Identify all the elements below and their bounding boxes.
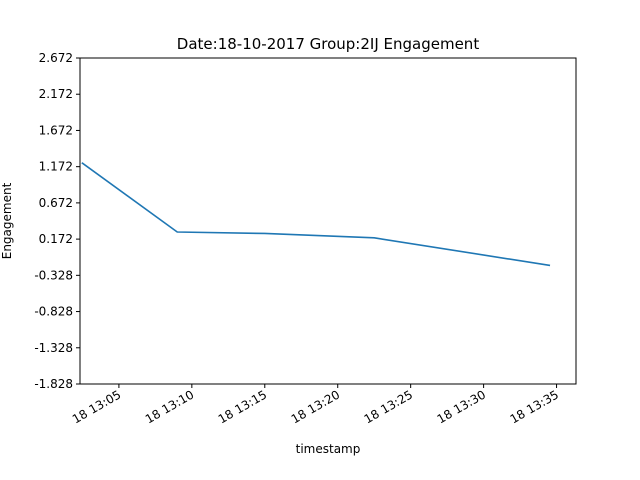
series-layer xyxy=(81,162,551,267)
chart-title: Date:18-10-2017 Group:2IJ Engagement xyxy=(177,35,480,53)
y-tick-label: 0.672 xyxy=(39,196,73,210)
plot-frame xyxy=(79,57,577,385)
x-tick-label: 18 13:25 xyxy=(362,387,415,426)
x-tick-label: 18 13:10 xyxy=(143,387,196,426)
y-tick-label: 2.172 xyxy=(39,87,73,101)
y-tick-label: 1.672 xyxy=(39,123,73,137)
y-axis: -1.828 -1.328 -0.828 -0.328 0.172 0.672 1.172 1… xyxy=(34,51,80,391)
x-axis: 18 13:05 18 13:10 18 13:15 18 13:20 18 13:25… xyxy=(70,384,561,426)
y-tick-label: -0.828 xyxy=(34,305,73,319)
series-line-0 xyxy=(81,162,551,267)
x-axis-label: timestamp xyxy=(296,442,361,456)
y-tick-label: -1.328 xyxy=(34,341,73,355)
y-tick-label: -1.828 xyxy=(34,377,73,391)
x-tick-label: 18 13:15 xyxy=(216,387,269,426)
y-axis-label: Engagement xyxy=(0,182,14,259)
x-tick-label: 18 13:20 xyxy=(289,387,342,426)
x-tick-label: 18 13:30 xyxy=(435,387,488,426)
x-tick-label: 18 13:35 xyxy=(508,387,561,426)
plot-area xyxy=(79,57,577,385)
y-tick-label: -0.328 xyxy=(34,268,73,282)
y-tick-label: 0.172 xyxy=(39,232,73,246)
x-tick-label: 18 13:05 xyxy=(70,387,123,426)
y-tick-label: 2.672 xyxy=(39,51,73,65)
y-tick-label: 1.172 xyxy=(39,160,73,174)
